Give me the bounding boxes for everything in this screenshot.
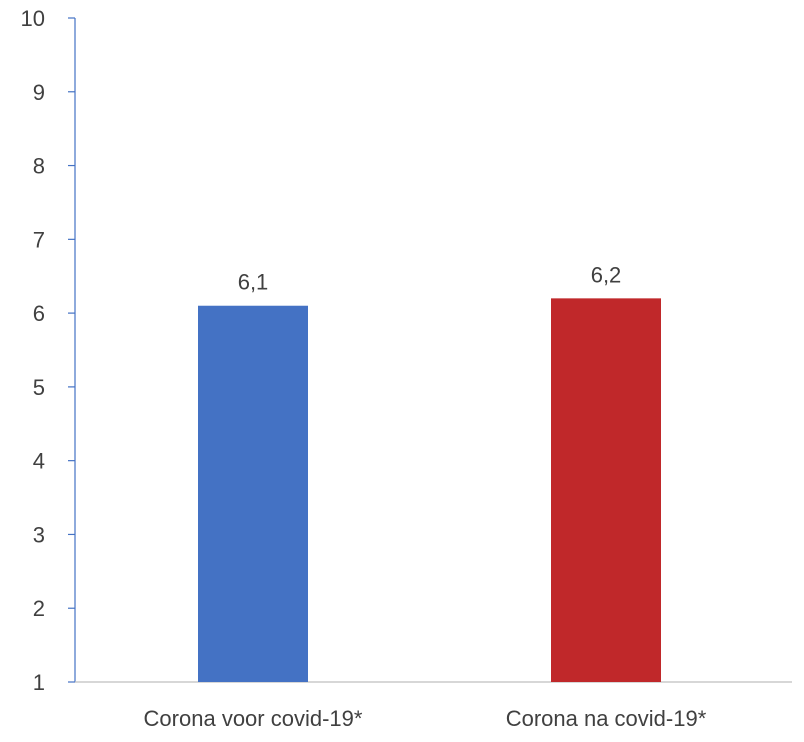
data-labels: 6,1 6,2	[238, 262, 622, 294]
bar-1	[198, 305, 308, 682]
bar-2	[551, 298, 661, 682]
bars	[198, 298, 661, 682]
y-tick-label: 9	[33, 80, 45, 105]
y-axis: 1 2 3 4 5 6 7 8 9 10	[21, 6, 76, 695]
y-tick-label: 5	[33, 375, 45, 400]
y-tick-label: 6	[33, 301, 45, 326]
y-tick-label: 10	[21, 6, 45, 31]
y-tick-label: 8	[33, 154, 45, 179]
y-tick-label: 4	[33, 449, 45, 474]
data-label-2: 6,2	[591, 262, 622, 287]
y-tick-label: 1	[33, 670, 45, 695]
category-label-2: Corona na covid-19*	[506, 706, 707, 731]
x-axis: Corona voor covid-19* Corona na covid-19*	[75, 681, 792, 731]
y-tick-label: 3	[33, 522, 45, 547]
category-label-1: Corona voor covid-19*	[144, 706, 363, 731]
y-tick-label: 7	[33, 227, 45, 252]
y-tick-label: 2	[33, 596, 45, 621]
data-label-1: 6,1	[238, 270, 269, 295]
